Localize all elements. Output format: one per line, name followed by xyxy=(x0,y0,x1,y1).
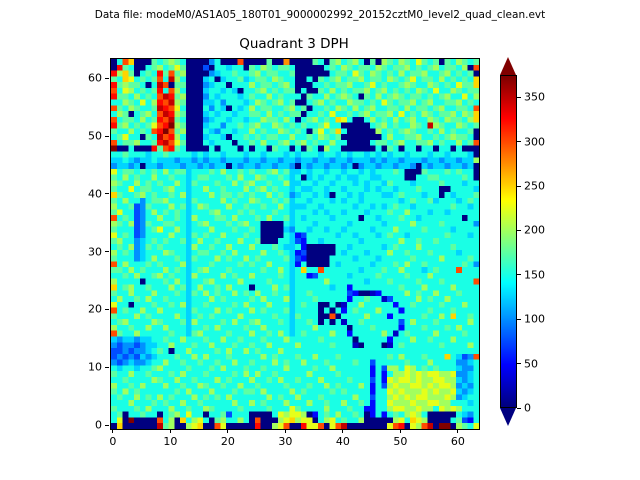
colorbar-tick-mark xyxy=(517,363,521,365)
colorbar-tick-mark xyxy=(517,274,521,276)
y-tick-label: 30 xyxy=(88,245,102,259)
x-tick-label: 60 xyxy=(450,435,465,448)
x-tick-mark xyxy=(342,429,344,433)
colorbar xyxy=(500,75,517,408)
y-tick-mark xyxy=(105,424,109,426)
x-tick-mark xyxy=(169,429,171,433)
heatmap-axes xyxy=(110,58,480,430)
heatmap-image xyxy=(111,59,479,429)
colorbar-tick-mark xyxy=(517,407,521,409)
colorbar-tick-label: 250 xyxy=(524,179,545,193)
colorbar-extend-top-icon xyxy=(500,57,516,75)
colorbar-tick-label: 350 xyxy=(524,90,545,104)
x-tick-label: 50 xyxy=(393,435,408,448)
colorbar-tick-label: 50 xyxy=(524,357,538,371)
colorbar-tick-label: 100 xyxy=(524,312,545,326)
x-tick-label: 20 xyxy=(220,435,235,448)
colorbar-extend-bottom-icon xyxy=(500,408,516,426)
colorbar-tick-mark xyxy=(517,229,521,231)
y-tick-label: 20 xyxy=(88,302,102,316)
colorbar-tick-label: 300 xyxy=(524,135,545,149)
colorbar-tick-label: 200 xyxy=(524,223,545,237)
colorbar-tick-label: 150 xyxy=(524,268,545,282)
y-tick-mark xyxy=(105,366,109,368)
x-tick-mark xyxy=(284,429,286,433)
x-tick-mark xyxy=(399,429,401,433)
colorbar-tick-mark xyxy=(517,96,521,98)
y-tick-label: 10 xyxy=(88,360,102,374)
y-tick-mark xyxy=(105,308,109,310)
x-tick-label: 10 xyxy=(163,435,178,448)
y-tick-mark xyxy=(105,251,109,253)
y-tick-mark xyxy=(105,193,109,195)
colorbar-tick-mark xyxy=(517,141,521,143)
x-tick-mark xyxy=(457,429,459,433)
y-tick-label: 40 xyxy=(88,187,102,201)
x-tick-label: 0 xyxy=(109,435,117,448)
x-tick-mark xyxy=(227,429,229,433)
y-tick-label: 50 xyxy=(88,129,102,143)
x-tick-label: 40 xyxy=(335,435,350,448)
colorbar-tick-mark xyxy=(517,185,521,187)
x-tick-label: 30 xyxy=(278,435,293,448)
x-tick-mark xyxy=(112,429,114,433)
colorbar-tick-mark xyxy=(517,318,521,320)
colorbar-tick-label: 0 xyxy=(524,401,531,415)
datafile-label: Data file: modeM0/AS1A05_180T01_90000029… xyxy=(94,9,546,21)
colorbar-gradient xyxy=(501,76,516,407)
y-tick-label: 0 xyxy=(95,418,102,432)
y-tick-mark xyxy=(105,135,109,137)
y-tick-label: 60 xyxy=(88,71,102,85)
plot-title: Quadrant 3 DPH xyxy=(239,36,349,52)
y-tick-mark xyxy=(105,77,109,79)
